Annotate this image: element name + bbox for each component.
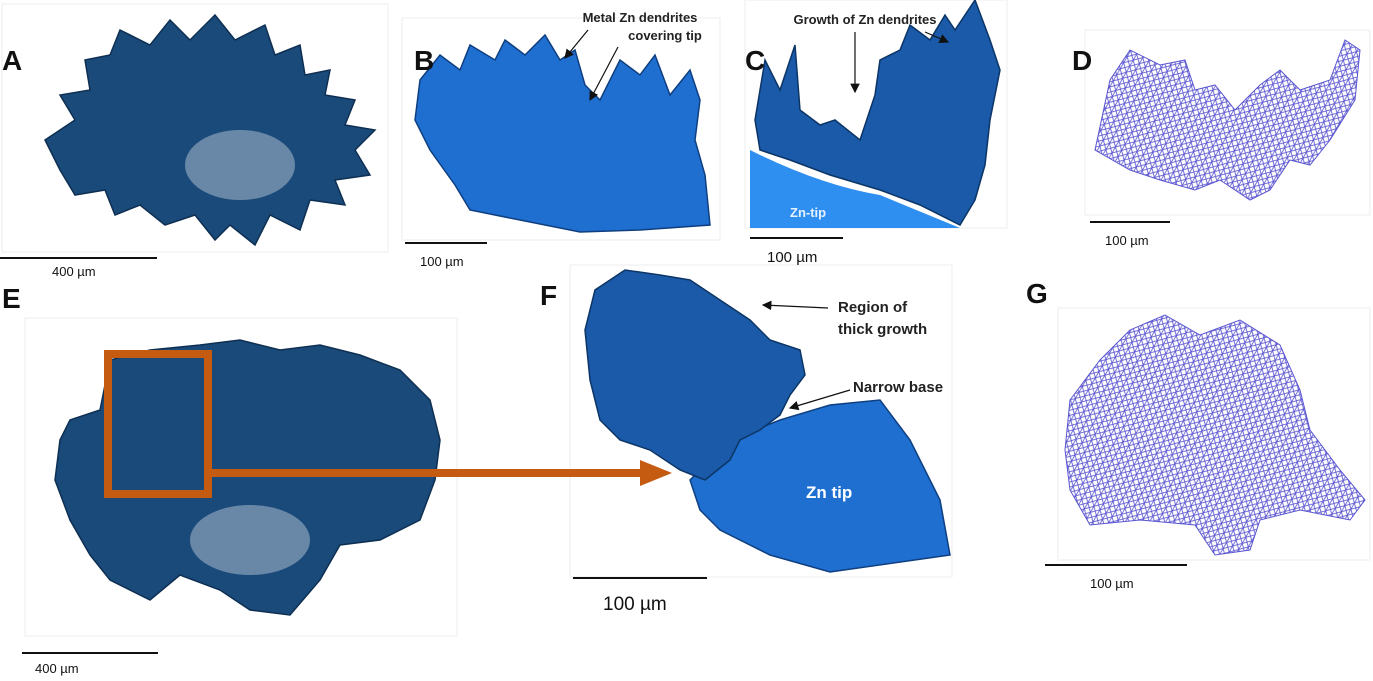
annotation: Narrow base bbox=[853, 379, 943, 396]
annotation: thick growth bbox=[838, 321, 927, 338]
scale-label: 400 µm bbox=[52, 264, 96, 279]
panel-label: E bbox=[2, 283, 21, 314]
panel-label: B bbox=[414, 45, 434, 76]
dendrite-render bbox=[45, 15, 375, 245]
figure: A 400 µm B Metal Zn dendrites covering t… bbox=[0, 0, 1373, 681]
annotation: Metal Zn dendrites bbox=[583, 10, 698, 25]
dendrite-render bbox=[415, 35, 710, 232]
panel-label: D bbox=[1072, 45, 1092, 76]
tip-label: Zn tip bbox=[806, 483, 852, 502]
panel-label: A bbox=[2, 45, 22, 76]
scale-label: 100 µm bbox=[420, 254, 464, 269]
panel-label: G bbox=[1026, 278, 1048, 309]
scale-label: 400 µm bbox=[35, 661, 79, 676]
scale-label: 100 µm bbox=[1105, 233, 1149, 248]
scale-label: 100 µm bbox=[1090, 576, 1134, 591]
panel-label: F bbox=[540, 280, 557, 311]
network-render bbox=[1095, 40, 1360, 200]
scale-label: 100 µm bbox=[767, 249, 817, 266]
annotation: covering tip bbox=[628, 28, 702, 43]
panel-label: C bbox=[745, 45, 765, 76]
scale-label: 100 µm bbox=[603, 594, 667, 615]
annotation: Growth of Zn dendrites bbox=[794, 12, 937, 27]
tip-label: Zn-tip bbox=[790, 205, 826, 220]
network-render bbox=[1065, 315, 1365, 555]
annotation: Region of bbox=[838, 299, 908, 316]
